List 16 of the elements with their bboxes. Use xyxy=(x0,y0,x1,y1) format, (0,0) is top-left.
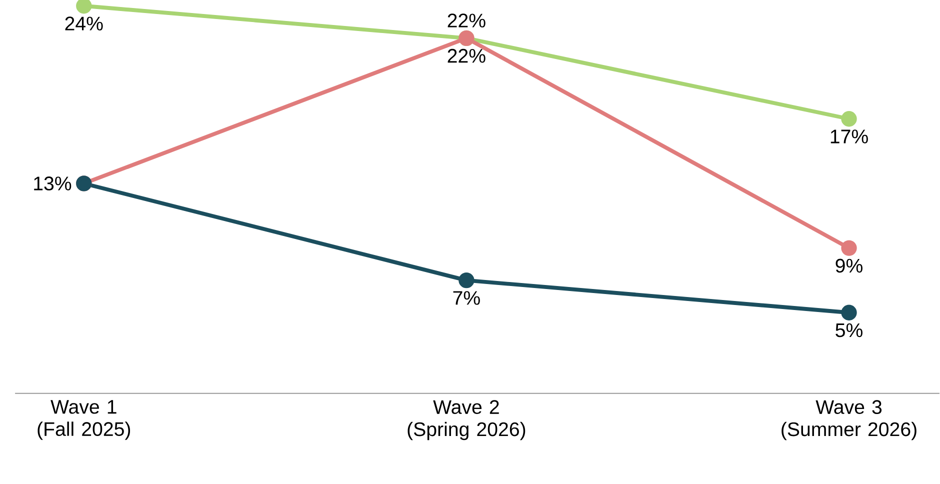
data-label: 17% xyxy=(830,130,868,144)
point xyxy=(841,304,857,321)
data-label: 9% xyxy=(836,258,862,273)
x-tick-label: Wave 3 (Summer 2026) xyxy=(782,400,916,440)
data-label: 22% xyxy=(448,49,486,63)
data-label: 22% xyxy=(448,14,486,28)
point xyxy=(76,0,92,14)
data-label: 5% xyxy=(836,324,862,338)
x-tick-label: Wave 1 (Fall 2025) xyxy=(38,400,130,440)
point xyxy=(841,240,857,256)
point xyxy=(841,111,857,127)
x-tick-label: Wave 2 (Spring 2026) xyxy=(408,400,526,440)
data-label: 24% xyxy=(65,16,103,31)
data-label: 7% xyxy=(453,291,480,305)
data-label: 13% xyxy=(34,176,72,191)
point xyxy=(458,272,474,288)
